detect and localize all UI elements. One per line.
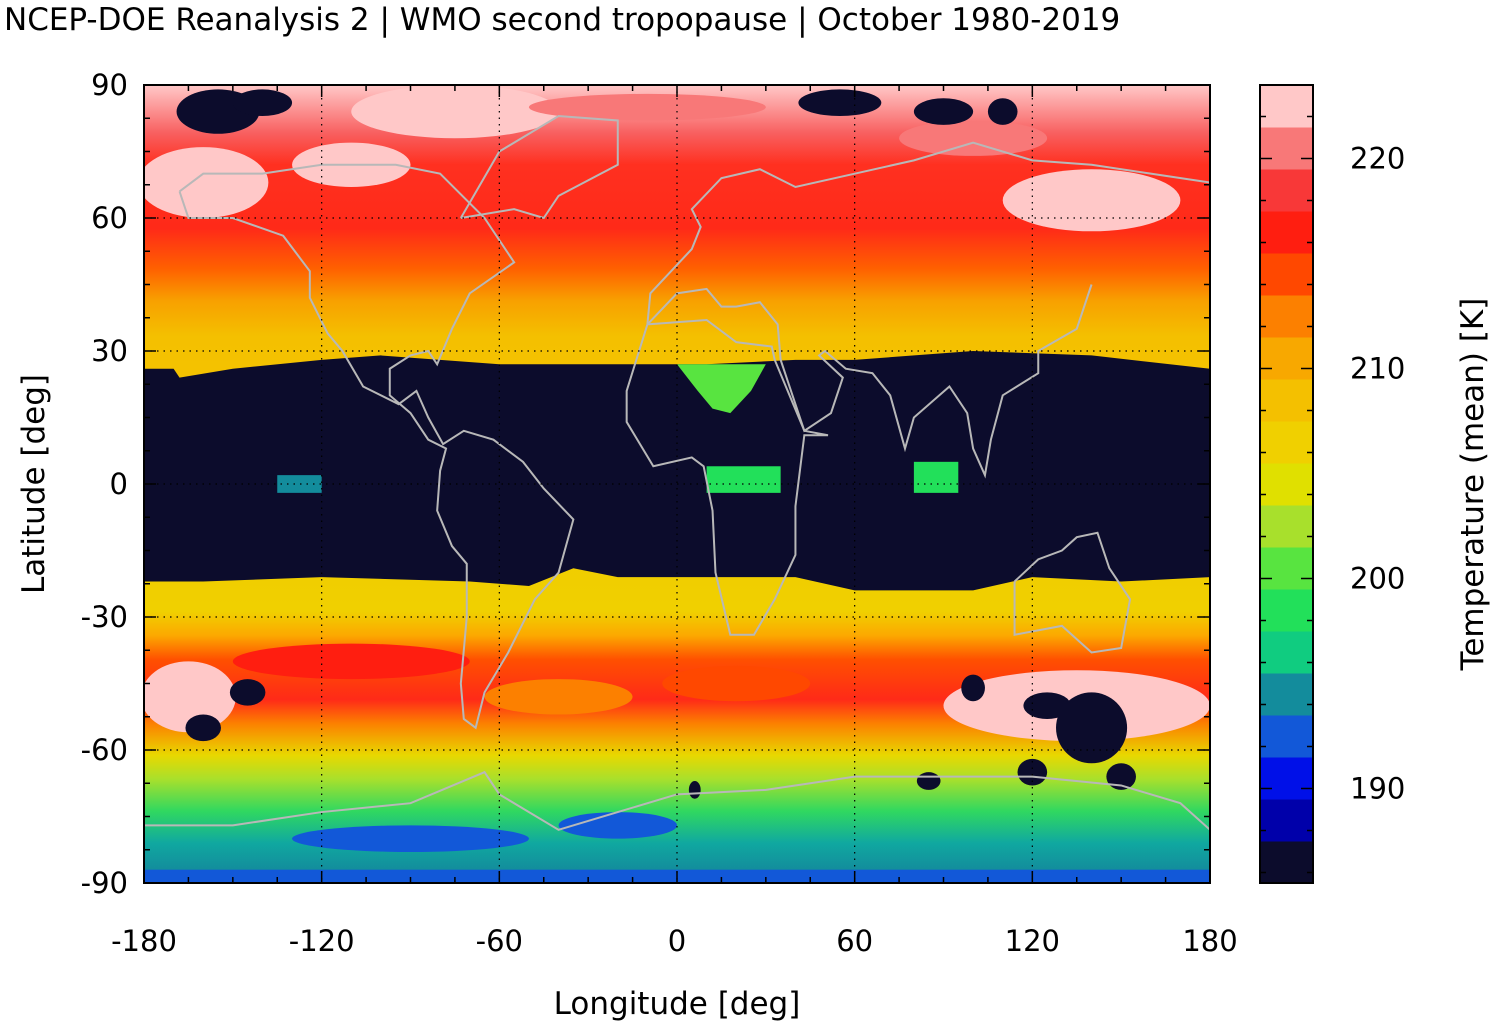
colorbar-segment bbox=[1260, 169, 1313, 212]
field-patch bbox=[1017, 758, 1048, 786]
field-patch bbox=[185, 714, 221, 742]
tropical-band bbox=[144, 351, 1210, 591]
colorbar-segment bbox=[1260, 127, 1313, 170]
colorbar-frame bbox=[1259, 84, 1314, 884]
field-patch bbox=[484, 679, 633, 715]
colorbar: 190 200 210 220 bbox=[1259, 84, 1405, 884]
field-patch bbox=[144, 147, 269, 218]
y-tick-label: -30 bbox=[81, 600, 128, 634]
temperature-field bbox=[144, 85, 1210, 883]
colorbar-segment bbox=[1260, 841, 1313, 884]
field-patch bbox=[706, 466, 781, 493]
colorbar-label: Temperature (mean) [K] bbox=[1455, 298, 1491, 672]
field-patch bbox=[1002, 169, 1181, 232]
x-tick-label: 120 bbox=[1005, 924, 1060, 958]
field-patch bbox=[1023, 692, 1071, 719]
field-patch bbox=[229, 679, 266, 706]
colorbar-segment bbox=[1260, 715, 1313, 758]
field-patch bbox=[292, 825, 529, 852]
colorbar-segment bbox=[1260, 757, 1313, 800]
field-patch bbox=[798, 89, 882, 117]
colorbar-segment bbox=[1260, 673, 1313, 716]
colorbar-segment bbox=[1260, 589, 1313, 632]
colorbar-segment bbox=[1260, 211, 1313, 254]
coastline-path bbox=[625, 318, 829, 636]
y-tick-label: 90 bbox=[91, 68, 128, 102]
axis-ticks bbox=[143, 84, 1211, 884]
colorbar-tick-label: 190 bbox=[1350, 772, 1405, 806]
x-axis-label: Longitude [deg] bbox=[554, 986, 801, 1022]
field-patch bbox=[916, 772, 941, 790]
coastline-path bbox=[646, 141, 1210, 325]
colorbar-segment bbox=[1260, 295, 1313, 338]
x-tick-label: 180 bbox=[1182, 924, 1237, 958]
field-patch bbox=[351, 85, 559, 139]
field-patch bbox=[688, 781, 701, 799]
field-patch bbox=[677, 364, 766, 414]
field-patch bbox=[277, 475, 322, 493]
field-patch bbox=[913, 98, 974, 125]
field-patch bbox=[232, 89, 293, 117]
colorbar-tick-label: 200 bbox=[1350, 562, 1405, 596]
colorbar-tick-label: 210 bbox=[1350, 352, 1405, 386]
coastline-path bbox=[459, 115, 619, 220]
x-tick-label: -60 bbox=[476, 924, 523, 958]
field-patch bbox=[961, 674, 985, 702]
colorbar-segment bbox=[1260, 631, 1313, 674]
colorbar-segment bbox=[1260, 379, 1313, 422]
coastlines bbox=[144, 115, 1210, 831]
colorbar-segment bbox=[1260, 799, 1313, 842]
field-patch bbox=[528, 93, 766, 121]
coastline-path bbox=[144, 770, 1210, 831]
x-tick-label: 0 bbox=[668, 924, 686, 958]
colorbar-segment bbox=[1260, 547, 1313, 590]
field-patch bbox=[144, 661, 236, 733]
x-tick-label: 60 bbox=[836, 924, 873, 958]
field-patch bbox=[1106, 763, 1136, 790]
colorbar-segment bbox=[1260, 85, 1313, 128]
x-tick-label: -180 bbox=[111, 924, 177, 958]
y-tick-label: 30 bbox=[91, 334, 128, 368]
y-tick-label: -60 bbox=[81, 733, 128, 767]
coastline-path bbox=[1013, 531, 1132, 654]
y-tick-label: 0 bbox=[110, 467, 128, 501]
field-features bbox=[144, 85, 1210, 883]
y-tick-label: 60 bbox=[91, 201, 128, 235]
field-patch bbox=[232, 643, 470, 680]
colorbar-tick-label: 220 bbox=[1350, 142, 1405, 176]
field-patch bbox=[1056, 692, 1128, 764]
y-tick-label: -90 bbox=[81, 866, 128, 900]
grid-lines bbox=[144, 85, 1210, 883]
field-patch bbox=[662, 665, 811, 702]
colorbar-segment bbox=[1260, 253, 1313, 296]
field-patch bbox=[558, 812, 677, 839]
colorbar-segment bbox=[1260, 463, 1313, 506]
coastline-path bbox=[646, 284, 1093, 479]
coastline-path bbox=[178, 163, 575, 730]
field-patch bbox=[899, 120, 1048, 156]
field-patch bbox=[987, 98, 1018, 125]
colorbar-segment bbox=[1260, 421, 1313, 464]
colorbar-segment bbox=[1260, 337, 1313, 380]
y-axis-label: Latitude [deg] bbox=[16, 374, 52, 594]
field-patch bbox=[913, 461, 959, 493]
x-tick-label: -120 bbox=[289, 924, 355, 958]
colorbar-segment bbox=[1260, 505, 1313, 548]
chart-title: NCEP-DOE Reanalysis 2 | WMO second tropo… bbox=[4, 2, 1121, 38]
